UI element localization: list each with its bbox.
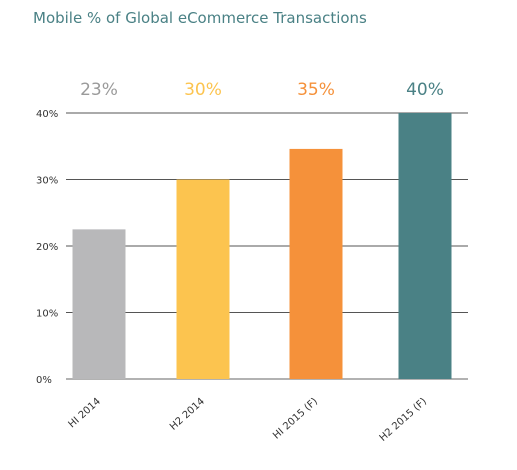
value-label: 35% [297, 80, 335, 100]
chart-title: Mobile % of Global eCommerce Transaction… [33, 9, 367, 27]
value-label: 23% [80, 80, 118, 100]
y-tick-label: 20% [36, 242, 58, 253]
y-tick-label: 0% [36, 375, 52, 386]
y-tick-label: 10% [36, 309, 58, 320]
bar [176, 179, 230, 379]
x-tick-label: H2 2014 [168, 396, 207, 433]
x-tick-label: HI 2015 (F) [271, 396, 320, 442]
bar [398, 113, 452, 379]
y-tick-label: 30% [36, 176, 58, 187]
value-label: 40% [406, 80, 444, 100]
x-tick-label: H2 2015 (F) [378, 396, 429, 444]
y-tick-label: 40% [36, 109, 58, 120]
bar [289, 148, 343, 379]
x-tick-label: HI 2014 [67, 396, 103, 430]
bar [72, 229, 126, 379]
value-label: 30% [184, 80, 222, 100]
